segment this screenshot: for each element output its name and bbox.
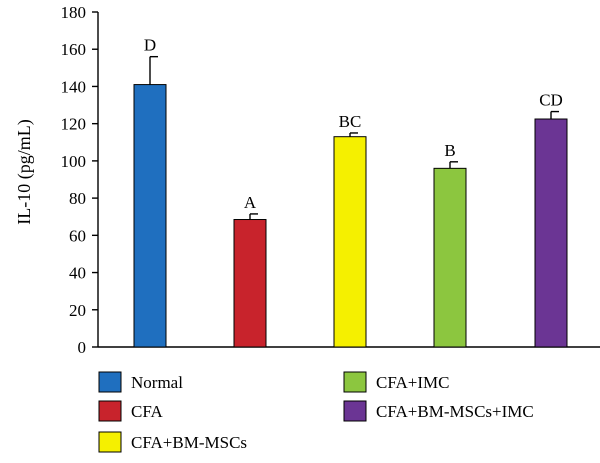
y-tick-label: 120 xyxy=(61,115,87,134)
y-tick-label: 0 xyxy=(78,338,87,357)
y-tick-label: 60 xyxy=(69,226,86,245)
legend-label: CFA+BM-MSCs xyxy=(131,433,247,452)
y-tick-label: 100 xyxy=(61,152,87,171)
bars xyxy=(133,84,568,348)
y-tick-label: 180 xyxy=(61,3,87,22)
legend-swatch xyxy=(343,371,367,393)
y-tick-label: 140 xyxy=(61,77,87,96)
y-tick-label: 160 xyxy=(61,40,87,59)
legend-label: Normal xyxy=(131,373,183,392)
y-axis: 0 20 40 60 80 100 120 140 160 180 xyxy=(61,3,600,357)
y-tick-label: 80 xyxy=(69,189,86,208)
legend-swatch xyxy=(98,400,122,422)
y-axis-label: IL-10 (pg/mL) xyxy=(14,119,35,224)
legend-label: CFA xyxy=(131,402,164,421)
bar-cfa-bm-mscs xyxy=(333,136,367,348)
bar-cfa-bm-mscs-imc xyxy=(534,118,568,348)
legend-swatch xyxy=(343,400,367,422)
bar-cfa-imc xyxy=(433,167,467,348)
y-tick-label: 40 xyxy=(69,264,86,283)
bar-cfa xyxy=(233,219,267,348)
legend: Normal CFA CFA+BM-MSCs CFA+IMC CFA+BM-MSCs+I… xyxy=(98,371,534,453)
y-tick-label: 20 xyxy=(69,301,86,320)
significance-label: BC xyxy=(339,112,362,131)
significance-labels: D A BC B CD xyxy=(144,36,563,212)
legend-label: CFA+BM-MSCs+IMC xyxy=(376,402,534,421)
legend-label: CFA+IMC xyxy=(376,373,450,392)
bar-normal xyxy=(133,84,167,348)
significance-label: B xyxy=(444,141,455,160)
legend-swatch xyxy=(98,371,122,393)
significance-label: A xyxy=(244,193,257,212)
significance-label: CD xyxy=(539,91,563,110)
error-bars xyxy=(149,55,559,220)
legend-swatch xyxy=(98,431,122,453)
significance-label: D xyxy=(144,36,156,55)
